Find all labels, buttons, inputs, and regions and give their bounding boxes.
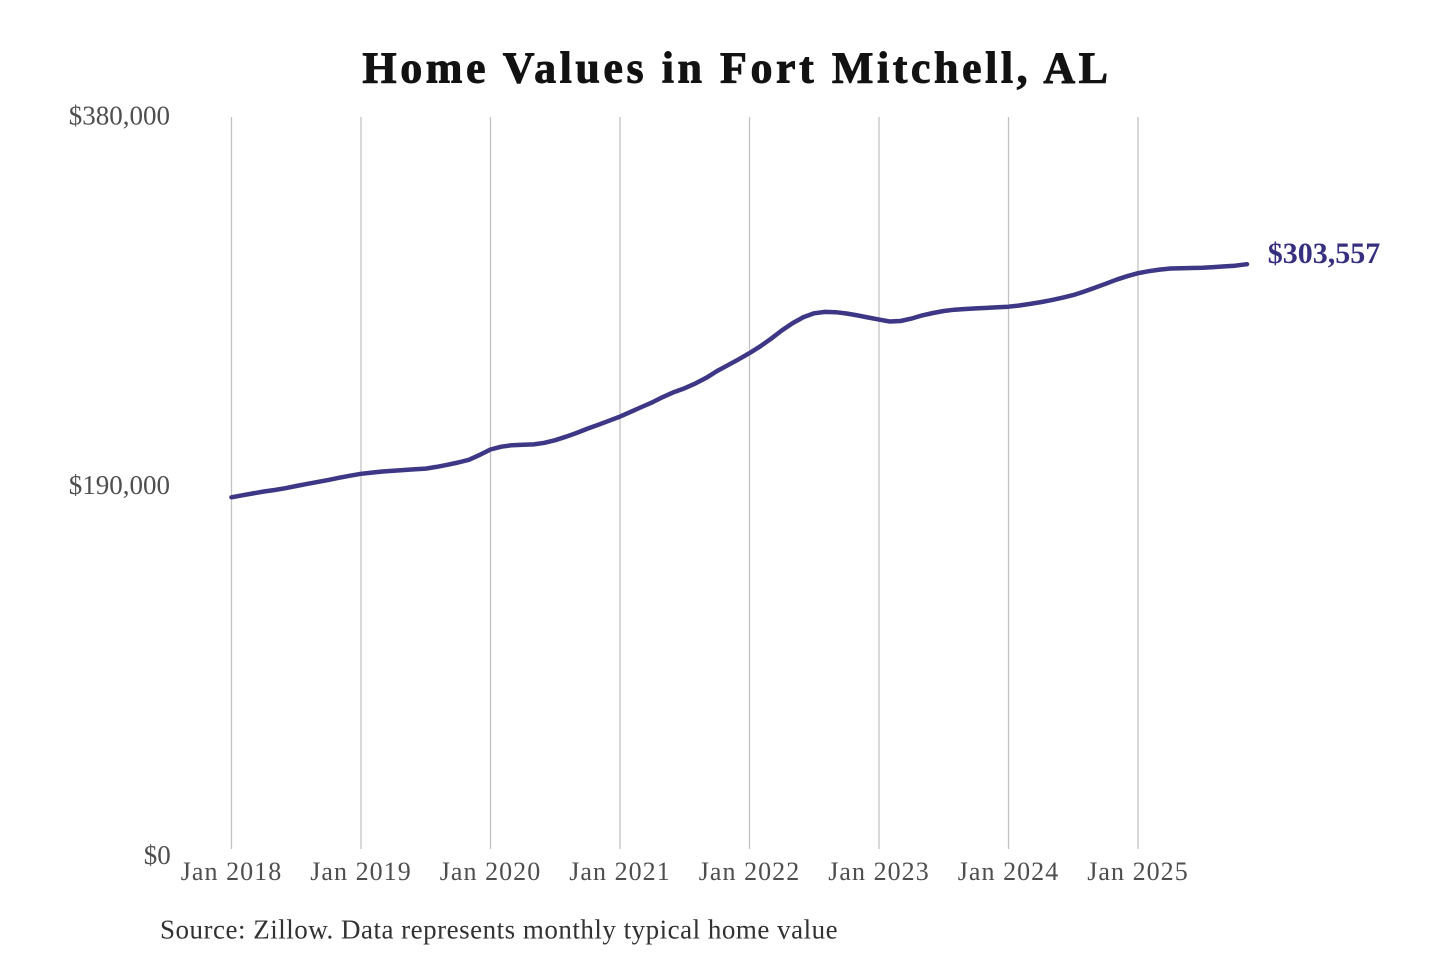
svg-text:Jan 2022: Jan 2022 (699, 857, 801, 886)
svg-text:Home Values in Fort Mitchell,: Home Values in Fort Mitchell, AL (362, 44, 1111, 93)
svg-text:$0: $0 (144, 840, 171, 870)
svg-text:$380,000: $380,000 (69, 101, 170, 131)
svg-text:Jan 2025: Jan 2025 (1087, 857, 1189, 886)
svg-text:Jan 2020: Jan 2020 (440, 857, 542, 886)
svg-text:$303,557: $303,557 (1268, 237, 1381, 270)
svg-text:Jan 2023: Jan 2023 (828, 857, 930, 886)
svg-text:Jan 2024: Jan 2024 (958, 857, 1060, 886)
svg-text:Jan 2018: Jan 2018 (181, 857, 283, 886)
svg-text:$190,000: $190,000 (69, 470, 170, 500)
svg-text:Jan 2019: Jan 2019 (310, 857, 412, 886)
svg-text:Source: Zillow. Data represent: Source: Zillow. Data represents monthly … (160, 914, 838, 944)
svg-text:Jan 2021: Jan 2021 (569, 857, 671, 886)
